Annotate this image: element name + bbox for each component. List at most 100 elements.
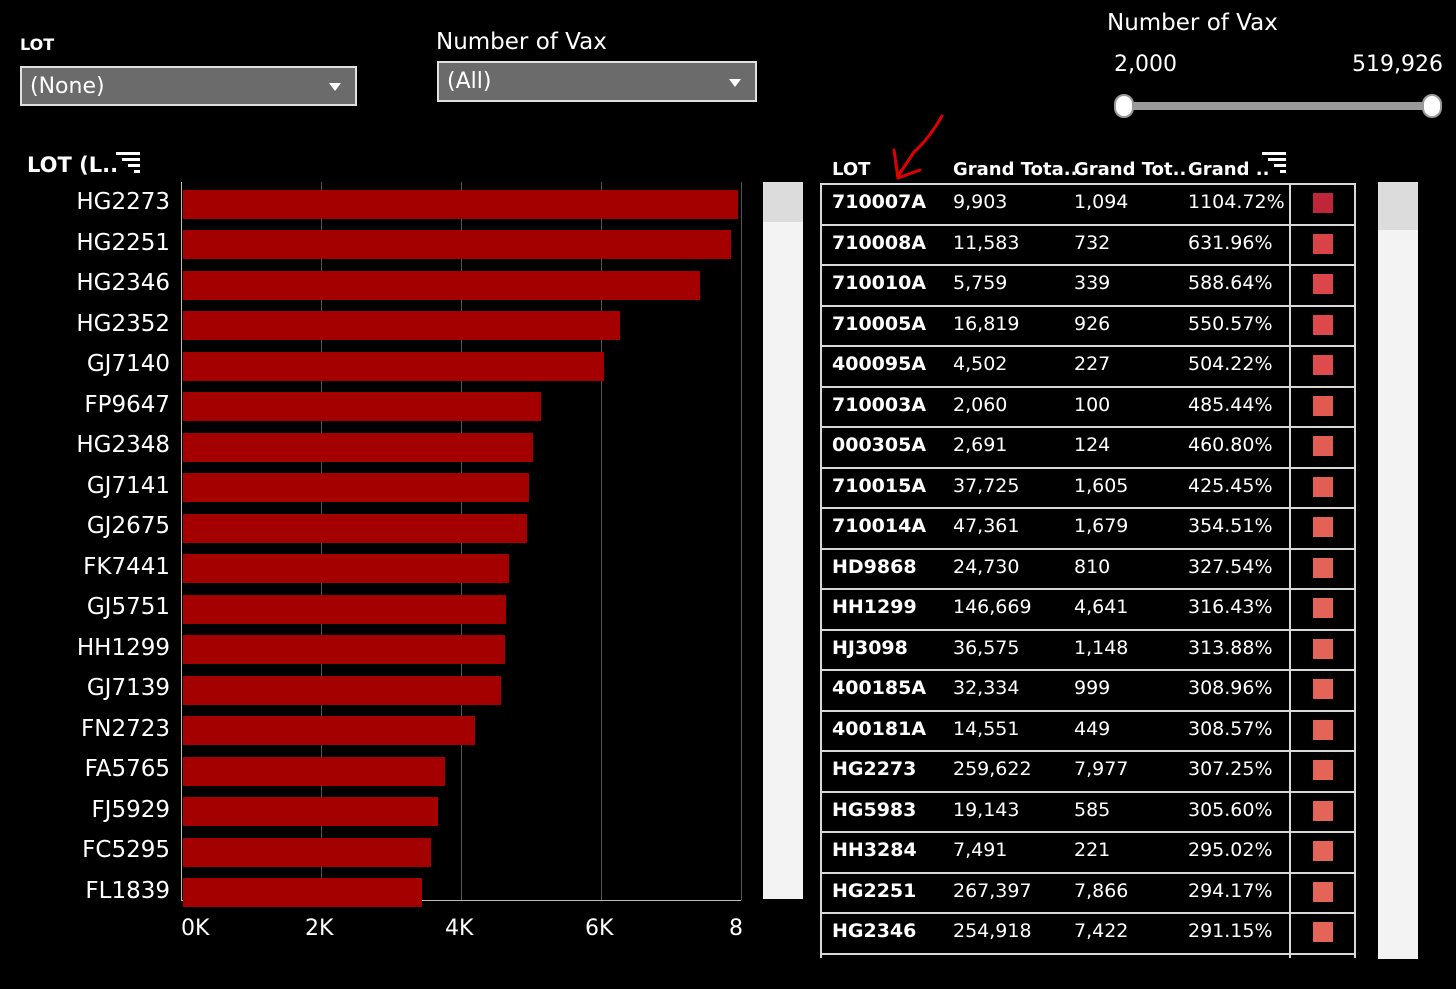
color-swatch xyxy=(1313,800,1333,821)
sort-descending-icon[interactable] xyxy=(1262,152,1286,176)
bar-FA5765[interactable] xyxy=(183,756,445,786)
range-slider-title: Number of Vax xyxy=(1107,10,1278,36)
bar-FJ5929[interactable] xyxy=(183,797,439,826)
bar-chart-scrollbar-thumb[interactable] xyxy=(763,182,803,222)
grand-pct-cell: 588.64% xyxy=(1188,272,1273,295)
bar-GJ5751[interactable] xyxy=(183,594,506,624)
lot-cell: 000305A xyxy=(832,434,927,457)
grand-total-2-cell: 732 xyxy=(1074,231,1111,254)
sort-descending-icon[interactable] xyxy=(116,152,140,176)
grand-total-1-cell: 11,583 xyxy=(953,231,1020,254)
color-swatch xyxy=(1313,719,1333,740)
bar-GJ7139[interactable] xyxy=(183,675,502,705)
table-row-divider xyxy=(820,831,1356,833)
grand-total-2-cell: 100 xyxy=(1074,393,1111,416)
color-swatch xyxy=(1313,638,1333,659)
bar-HG2251[interactable] xyxy=(183,230,731,259)
grand-total-2-cell: 926 xyxy=(1074,312,1111,335)
chart-y-axis xyxy=(181,182,182,900)
grand-pct-cell: 460.80% xyxy=(1188,434,1273,457)
grand-total-1-cell: 24,730 xyxy=(953,555,1020,578)
table-row-divider xyxy=(820,750,1356,752)
lot-cell: 710005A xyxy=(832,312,927,335)
grand-total-1-cell: 32,334 xyxy=(953,677,1020,700)
bar-chart-scrollbar[interactable] xyxy=(763,182,803,899)
bar-category-label: FC5295 xyxy=(82,837,170,863)
grand-total-1-cell: 7,491 xyxy=(953,839,1008,862)
grand-total-1-cell: 2,060 xyxy=(953,393,1008,416)
bar-FK7441[interactable] xyxy=(183,554,509,583)
bar-HG2273[interactable] xyxy=(183,189,739,219)
bar-category-label: GJ7139 xyxy=(86,675,170,701)
bar-category-label: FJ5929 xyxy=(91,796,170,823)
bar-FP9647[interactable] xyxy=(183,392,541,421)
grand-total-1-cell: 9,903 xyxy=(953,191,1008,214)
range-slider-min-handle[interactable] xyxy=(1114,94,1134,118)
table-row-divider xyxy=(820,669,1356,671)
color-swatch xyxy=(1313,233,1333,254)
table-row-divider xyxy=(820,507,1356,509)
table-row-divider xyxy=(820,386,1356,388)
bar-category-label: FN2723 xyxy=(81,715,170,742)
grand-pct-cell: 631.96% xyxy=(1188,231,1273,254)
grand-total-2-cell: 7,866 xyxy=(1074,879,1129,902)
table-scrollbar-thumb[interactable] xyxy=(1378,182,1418,230)
color-swatch xyxy=(1313,395,1333,416)
range-slider-max-handle[interactable] xyxy=(1422,94,1442,118)
table-header-1[interactable]: Grand Tota.. xyxy=(953,159,1078,180)
vax-filter-dropdown[interactable]: (All) xyxy=(437,61,757,102)
lot-filter-label: LOT xyxy=(20,35,55,54)
grand-pct-cell: 425.45% xyxy=(1188,474,1273,497)
grand-total-2-cell: 1,094 xyxy=(1074,191,1129,214)
grand-pct-cell: 308.57% xyxy=(1188,717,1273,740)
grand-pct-cell: 294.17% xyxy=(1188,879,1273,902)
lot-cell: 400095A xyxy=(832,353,927,376)
bar-FL1839[interactable] xyxy=(183,878,423,907)
vax-filter-value: (All) xyxy=(447,69,492,94)
grand-total-1-cell: 2,691 xyxy=(953,434,1008,457)
bar-HH1299[interactable] xyxy=(183,635,505,664)
lot-cell: 710015A xyxy=(832,474,927,497)
table-row-divider xyxy=(820,912,1356,914)
lot-cell: HG2273 xyxy=(832,758,917,781)
bar-HG2352[interactable] xyxy=(183,311,621,340)
chart-gridline xyxy=(601,182,602,900)
color-swatch xyxy=(1313,881,1333,902)
lot-cell: HH1299 xyxy=(832,596,917,619)
table-header-0[interactable]: LOT xyxy=(832,159,871,180)
grand-total-1-cell: 259,622 xyxy=(953,758,1032,781)
grand-pct-cell: 307.25% xyxy=(1188,758,1273,781)
grand-pct-cell: 1104.72% xyxy=(1188,191,1285,214)
grand-pct-cell: 316.43% xyxy=(1188,596,1273,619)
bar-HG2346[interactable] xyxy=(183,270,700,300)
table-row-divider xyxy=(820,791,1356,793)
lot-filter-dropdown[interactable]: (None) xyxy=(20,66,357,106)
grand-total-2-cell: 7,422 xyxy=(1074,920,1129,943)
bar-GJ7140[interactable] xyxy=(183,351,604,381)
color-swatch xyxy=(1313,517,1333,538)
bar-FN2723[interactable] xyxy=(183,716,476,745)
table-header-2[interactable]: Grand Tot.. xyxy=(1074,159,1187,180)
grand-pct-cell: 485.44% xyxy=(1188,393,1273,416)
bar-category-label: GJ7140 xyxy=(86,351,170,377)
x-tick-label: 4K xyxy=(445,916,474,941)
bar-GJ2675[interactable] xyxy=(183,513,527,543)
table-scrollbar[interactable] xyxy=(1378,182,1418,959)
grand-total-2-cell: 810 xyxy=(1074,555,1111,578)
chart-gridline xyxy=(741,182,742,900)
bar-GJ7141[interactable] xyxy=(183,473,529,502)
bar-HG2348[interactable] xyxy=(183,432,533,462)
table-row-divider xyxy=(820,305,1356,307)
table-row-divider xyxy=(820,872,1356,874)
bar-category-label: HG2251 xyxy=(76,229,170,256)
grand-total-1-cell: 267,397 xyxy=(953,879,1032,902)
bar-FC5295[interactable] xyxy=(183,837,431,867)
grand-total-1-cell: 37,725 xyxy=(953,474,1020,497)
lot-cell: 710008A xyxy=(832,231,927,254)
range-slider-track[interactable] xyxy=(1124,102,1432,110)
grand-total-2-cell: 449 xyxy=(1074,717,1111,740)
table-header-3[interactable]: Grand .. xyxy=(1188,159,1270,180)
lot-cell: 710014A xyxy=(832,515,927,538)
bar-category-label: GJ5751 xyxy=(86,594,170,620)
